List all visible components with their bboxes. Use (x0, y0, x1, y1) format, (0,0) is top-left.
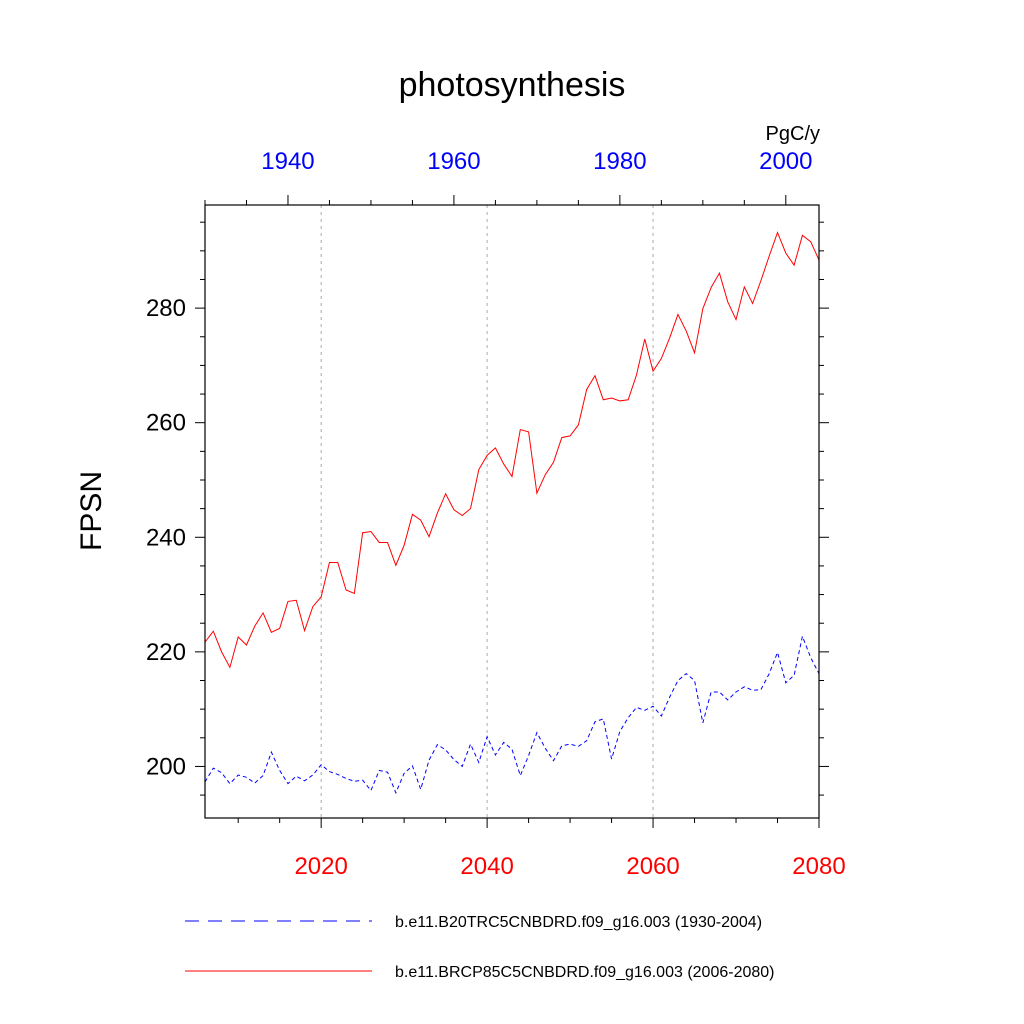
chart-title: photosynthesis (399, 66, 626, 104)
x-top-tick-label-1960: 1960 (427, 148, 480, 175)
series-line-future (204, 231, 820, 669)
y-tick-label-240: 240 (146, 524, 186, 551)
tick-labels: 200 220 240 260 280 2020 2040 2060 2080 1940 1960 1… (146, 148, 846, 880)
x-bottom-tick-label-2060: 2060 (626, 853, 679, 880)
tick-marks (195, 195, 829, 828)
x-top-tick-label-2000: 2000 (759, 148, 812, 175)
y-tick-label-220: 220 (146, 639, 186, 666)
legend: b.e11.B20TRC5CNBDRD.f09_g16.003 (1930-20… (185, 914, 774, 981)
y-tick-label-260: 260 (146, 410, 186, 437)
x-bottom-tick-label-2020: 2020 (294, 853, 347, 880)
y-axis-label: FPSN (75, 471, 108, 551)
y-tick-label-280: 280 (146, 295, 186, 322)
y-tick-label-200: 200 (146, 753, 186, 780)
x-bottom-tick-label-2080: 2080 (792, 853, 845, 880)
grid-lines (320, 205, 654, 818)
legend-label-historical: b.e11.B20TRC5CNBDRD.f09_g16.003 (1930-20… (395, 914, 762, 931)
legend-label-future: b.e11.BRCP85C5CNBDRD.f09_g16.003 (2006-2… (395, 964, 774, 981)
series-group (204, 231, 820, 795)
x-top-tick-label-1980: 1980 (593, 148, 646, 175)
x-top-tick-label-1940: 1940 (261, 148, 314, 175)
x-bottom-tick-label-2040: 2040 (460, 853, 513, 880)
plot-frame (204, 204, 820, 819)
units-label: PgC/y (766, 123, 820, 145)
series-line-historical (204, 634, 820, 795)
